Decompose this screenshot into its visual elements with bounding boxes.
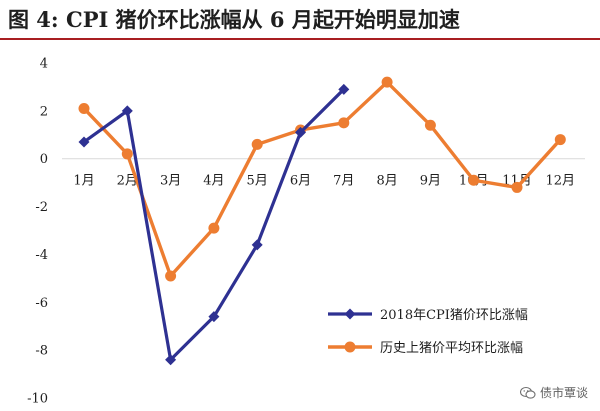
series-layer [78, 76, 566, 366]
y-tick-label: -4 [35, 248, 48, 263]
data-point-series-2 [381, 76, 393, 88]
x-tick-label: 8月 [376, 174, 397, 189]
x-tick-label: 9月 [420, 174, 441, 189]
data-point-series-1 [338, 83, 350, 95]
y-tick-label: -8 [35, 344, 48, 359]
x-tick-label: 1月 [73, 174, 94, 189]
data-point-series-1 [121, 105, 133, 117]
y-tick-label: -10 [27, 392, 48, 407]
legend-marker-series-1 [344, 308, 356, 320]
data-point-series-1 [251, 239, 263, 251]
data-point-series-1 [78, 136, 90, 148]
data-point-series-2 [511, 181, 523, 193]
x-tick-label: 5月 [247, 174, 268, 189]
legend-label-series-1: 2018年CPI猪价环比涨幅 [380, 308, 528, 323]
data-point-series-2 [121, 148, 133, 160]
x-tick-label: 2月 [117, 174, 138, 189]
y-tick-label: 4 [40, 57, 48, 72]
x-tick-label: 7月 [333, 174, 354, 189]
x-tick-label: 6月 [290, 174, 311, 189]
x-tick-label: 3月 [160, 174, 181, 189]
watermark: 债市覃谈 [519, 384, 588, 401]
data-point-series-2 [338, 117, 350, 129]
x-tick-label: 4月 [203, 174, 224, 189]
data-point-series-2 [468, 174, 480, 186]
y-tick-label: 2 [40, 104, 48, 119]
legend: 2018年CPI猪价环比涨幅 历史上猪价平均环比涨幅 [328, 308, 528, 356]
y-tick-label: 0 [40, 152, 48, 167]
series-line-2 [82, 80, 562, 278]
data-point-series-2 [165, 270, 177, 282]
data-point-series-2 [208, 222, 220, 234]
y-tick-label: -2 [35, 200, 48, 215]
data-point-series-2 [78, 102, 90, 114]
title-rule [0, 38, 600, 40]
x-axis: 1月2月3月4月5月6月7月8月9月10月11月12月 [73, 174, 575, 189]
legend-marker-series-2 [344, 341, 356, 353]
figure-title: 图 4: CPI 猪价环比涨幅从 6 月起开始明显加速 [8, 7, 460, 32]
legend-label-series-2: 历史上猪价平均环比涨幅 [380, 341, 523, 356]
data-point-series-2 [554, 134, 566, 146]
data-point-series-1 [295, 126, 306, 138]
data-point-series-1 [208, 311, 220, 323]
data-point-series-2 [424, 119, 436, 131]
y-axis: 4 2 0 -2 -4 -6 -8 -10 [27, 57, 48, 407]
data-point-series-1 [165, 354, 177, 366]
watermark-text: 债市覃谈 [539, 386, 588, 400]
y-tick-label: -6 [35, 296, 48, 311]
wechat-icon [519, 386, 536, 399]
x-tick-label: 12月 [546, 174, 576, 189]
data-point-series-2 [251, 138, 263, 150]
